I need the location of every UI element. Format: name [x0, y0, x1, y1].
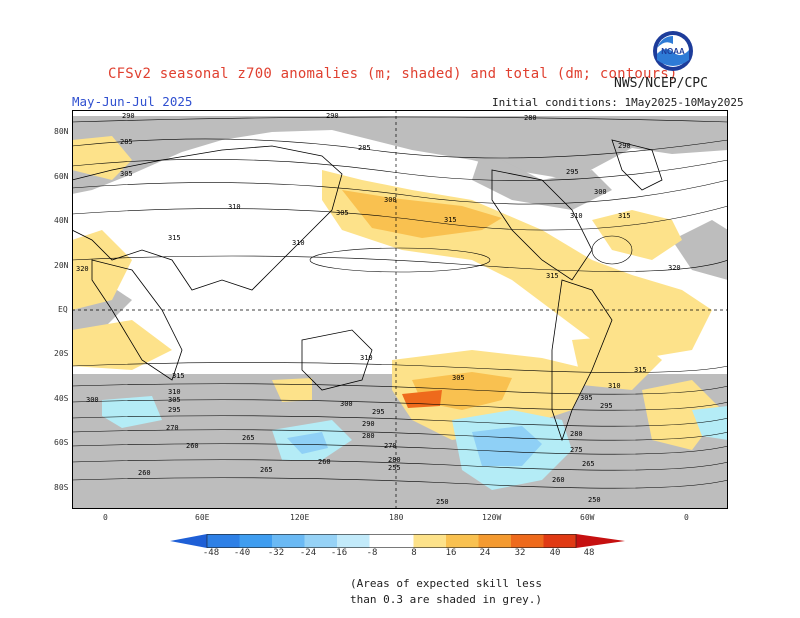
chart-title: CFSv2 seasonal z700 anomalies (m; shaded…: [108, 66, 678, 82]
svg-text:NOAA: NOAA: [661, 47, 685, 56]
contour-label: 295: [372, 408, 385, 416]
contour-label: 300: [384, 196, 397, 204]
contour-label: 315: [618, 212, 631, 220]
contour-label: 315: [546, 272, 559, 280]
contour-label: 290: [122, 112, 135, 120]
colorbar-tick: -40: [233, 548, 251, 558]
contour-label: 310: [570, 212, 583, 220]
colorbar-arrow-left: [170, 534, 207, 548]
lon-label: 180: [389, 513, 404, 522]
contour-label: 250: [436, 498, 449, 506]
contour-label: 265: [260, 466, 273, 474]
contour-label: 310: [608, 382, 621, 390]
season-label: May-Jun-Jul 2025: [72, 94, 193, 109]
contour-label: 280: [570, 430, 583, 438]
contour-label: 290: [362, 420, 375, 428]
contour-label: 295: [168, 406, 181, 414]
colorbar-tick: -48: [202, 548, 220, 558]
lon-label: 0: [684, 513, 689, 522]
contour-label: 305: [452, 374, 465, 382]
contour-label: 260: [552, 476, 565, 484]
lat-label: 40N: [54, 216, 69, 225]
contour-label: 295: [600, 402, 613, 410]
contour-label: 290: [326, 112, 339, 120]
contour-label: 285: [358, 144, 371, 152]
contour-label: 270: [384, 442, 397, 450]
contour-label: 315: [444, 216, 457, 224]
contour-label: 290: [618, 142, 631, 150]
anomaly-map: 290 290 280 285 285 290 305 295 310 305 …: [72, 110, 728, 509]
colorbar-tick: 16: [445, 548, 457, 558]
colorbar: [170, 534, 625, 548]
contour-label: 305: [168, 396, 181, 404]
contour-label: 280: [524, 114, 537, 122]
skill-note: (Areas of expected skill less than 0.3 a…: [350, 576, 542, 608]
contour-label: 320: [668, 264, 681, 272]
contour-label: 310: [228, 203, 241, 211]
contour-label: 300: [340, 400, 353, 408]
agency-label: NWS/NCEP/CPC: [614, 76, 708, 91]
lat-label: 80N: [54, 127, 69, 136]
colorbar-tick: -24: [299, 548, 317, 558]
height-contours: [72, 116, 728, 489]
contour-label: 265: [242, 434, 255, 442]
lat-label: 20N: [54, 261, 69, 270]
contour-label: 310: [168, 388, 181, 396]
contour-label: 285: [120, 138, 133, 146]
colorbar-tick: -8: [366, 548, 378, 558]
noaa-logo: NOAA: [653, 31, 693, 71]
lon-label: 60W: [580, 513, 595, 522]
contour-label: 295: [566, 168, 579, 176]
colorbar-arrow-right: [576, 534, 625, 548]
colorbar-tick: 32: [514, 548, 526, 558]
contour-label: 280: [362, 432, 375, 440]
contour-label: 305: [580, 394, 593, 402]
contour-label: 260: [138, 469, 151, 477]
lat-label: 80S: [54, 483, 69, 492]
contour-label: 270: [166, 424, 179, 432]
contour-label: 250: [588, 496, 601, 504]
contour-label: 315: [172, 372, 185, 380]
contour-labels: 290 290 280 285 285 290 305 295 310 305 …: [76, 112, 681, 506]
lon-label: 60E: [195, 513, 210, 522]
skill-note-line: (Areas of expected skill less: [350, 577, 543, 590]
lat-label: 60N: [54, 172, 69, 181]
contour-label: 310: [360, 354, 373, 362]
lat-label: 60S: [54, 438, 69, 447]
lat-label: 40S: [54, 394, 69, 403]
lon-label: 120E: [290, 513, 310, 522]
contour-label: 300: [86, 396, 99, 404]
lat-label: 20S: [54, 349, 69, 358]
colorbar-tick: 24: [479, 548, 491, 558]
lon-label: 0: [103, 513, 108, 522]
colorbar-tick: -16: [330, 548, 348, 558]
contour-label: 320: [76, 265, 89, 273]
colorbar-tick: -32: [267, 548, 285, 558]
colorbar-tick: 48: [583, 548, 595, 558]
initial-conditions-label: Initial conditions: 1May2025-10May2025: [492, 96, 744, 109]
contour-label: 300: [594, 188, 607, 196]
contour-label: 275: [570, 446, 583, 454]
contour-label: 280: [388, 456, 401, 464]
contour-label: 305: [120, 170, 133, 178]
lon-label: 120W: [482, 513, 502, 522]
colorbar-tick: 8: [411, 548, 417, 558]
negative-anomalies: [102, 396, 728, 490]
map-frame: [72, 110, 728, 509]
contour-label: 310: [292, 239, 305, 247]
colorbar-tick: 40: [549, 548, 561, 558]
contour-label: 260: [186, 442, 199, 450]
contour-label: 255: [388, 464, 401, 472]
contour-label: 315: [168, 234, 181, 242]
contour-label: 265: [582, 460, 595, 468]
contour-label: 315: [634, 366, 647, 374]
lat-label: EQ: [58, 305, 68, 314]
contour-label: 305: [336, 209, 349, 217]
contour-label: 260: [318, 458, 331, 466]
skill-note-line: than 0.3 are shaded in grey.): [350, 593, 543, 606]
